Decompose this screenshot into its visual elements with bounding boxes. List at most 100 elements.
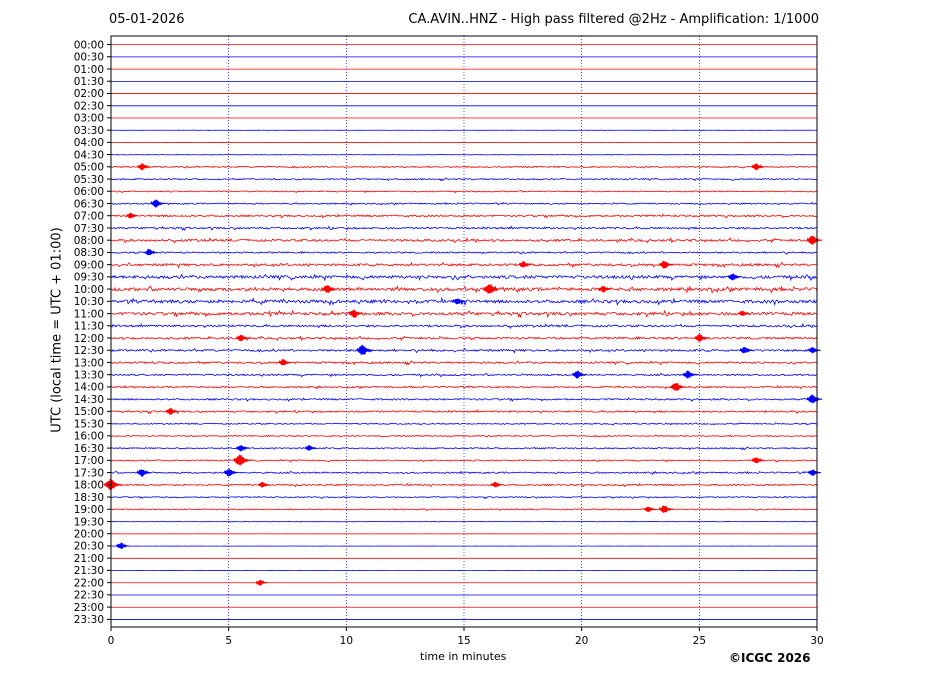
trace-18:30 bbox=[110, 495, 818, 500]
event-12:30-19 bbox=[807, 347, 821, 354]
y-tick-label: 04:30 bbox=[74, 149, 104, 161]
grid-lines bbox=[228, 36, 700, 627]
x-tick-label: 15 bbox=[457, 635, 470, 647]
y-tick-label: 15:00 bbox=[74, 406, 104, 418]
y-tick-label: 19:30 bbox=[74, 516, 104, 528]
event-18:00-33 bbox=[103, 479, 123, 490]
trace-15:00 bbox=[110, 409, 818, 415]
y-tick-label: 04:00 bbox=[74, 137, 104, 149]
y-tick-label: 05:30 bbox=[74, 174, 104, 186]
y-tick-label: 08:00 bbox=[74, 235, 104, 247]
trace-13:00 bbox=[110, 360, 818, 366]
event-17:00-28 bbox=[233, 454, 252, 466]
trace-11:00 bbox=[110, 309, 818, 319]
trace-lines bbox=[110, 44, 818, 620]
trace-06:30 bbox=[110, 201, 818, 206]
y-tick-label: 18:00 bbox=[74, 480, 104, 492]
event-13:00-20 bbox=[278, 359, 292, 366]
trace-07:00 bbox=[110, 213, 818, 219]
event-11:00-13 bbox=[348, 309, 363, 318]
plot-border bbox=[110, 35, 818, 628]
y-tick-label: 11:00 bbox=[74, 308, 104, 320]
event-13:30-21 bbox=[571, 370, 587, 379]
y-tick-label: 23:00 bbox=[74, 602, 104, 614]
event-09:00-7 bbox=[658, 260, 674, 269]
event-13:30-22 bbox=[682, 370, 697, 379]
event-14:00-23 bbox=[670, 382, 686, 391]
event-12:30-17 bbox=[356, 344, 374, 355]
event-19:00-37 bbox=[643, 506, 656, 513]
y-tick-label: 13:00 bbox=[74, 357, 104, 369]
y-tick-label: 17:00 bbox=[74, 455, 104, 467]
trace-19:00 bbox=[110, 508, 818, 512]
event-15:00-25 bbox=[165, 407, 179, 415]
event-09:00-6 bbox=[518, 261, 532, 268]
y-tick-label: 06:30 bbox=[74, 198, 104, 210]
y-tick-label: 12:30 bbox=[74, 345, 104, 357]
y-tick-label: 00:00 bbox=[74, 39, 104, 51]
event-17:30-32 bbox=[807, 469, 821, 476]
event-16:30-27 bbox=[304, 445, 317, 451]
y-tick-label: 05:00 bbox=[74, 162, 104, 174]
y-tick-label: 21:00 bbox=[74, 553, 104, 565]
event-10:00-9 bbox=[322, 285, 337, 293]
event-05:00-0 bbox=[137, 163, 151, 171]
event-08:30-5 bbox=[144, 249, 158, 256]
trace-16:00 bbox=[110, 434, 817, 438]
event-17:30-31 bbox=[223, 468, 238, 477]
trace-06:00 bbox=[110, 189, 818, 194]
y-tick-label: 20:00 bbox=[74, 529, 104, 541]
trace-19:30 bbox=[110, 520, 818, 523]
y-tick-label: 14:00 bbox=[74, 382, 104, 394]
y-tick-label: 17:30 bbox=[74, 467, 104, 479]
trace-14:00 bbox=[110, 384, 818, 390]
event-10:30-12 bbox=[452, 298, 466, 305]
y-tick-label: 06:00 bbox=[74, 186, 104, 198]
event-10:00-10 bbox=[483, 284, 501, 294]
event-19:00-36 bbox=[658, 505, 674, 513]
trace-05:30 bbox=[110, 177, 818, 182]
event-10:00-11 bbox=[598, 286, 612, 293]
x-tick-label: 30 bbox=[810, 635, 823, 647]
y-tick-label: 09:00 bbox=[74, 259, 104, 271]
event-12:00-16 bbox=[694, 334, 709, 342]
y-tick-label: 03:30 bbox=[74, 125, 104, 137]
trace-18:00 bbox=[110, 482, 818, 488]
x-axis-label: time in minutes bbox=[420, 650, 507, 663]
y-tick-label: 23:30 bbox=[74, 614, 104, 626]
seismic-events bbox=[103, 163, 823, 586]
trace-15:30 bbox=[110, 422, 818, 426]
x-tick-label: 0 bbox=[108, 635, 115, 647]
y-tick-label: 12:00 bbox=[74, 333, 104, 345]
y-tick-label: 18:30 bbox=[74, 492, 104, 504]
y-tick-label: 13:30 bbox=[74, 370, 104, 382]
trace-17:00 bbox=[110, 458, 818, 463]
y-tick-label: 09:30 bbox=[74, 272, 104, 284]
trace-11:30 bbox=[110, 323, 818, 330]
event-12:30-18 bbox=[739, 346, 753, 354]
y-tick-label: 02:30 bbox=[74, 100, 104, 112]
y-tick-label: 07:30 bbox=[74, 223, 104, 235]
chart-date: 05-01-2026 bbox=[109, 12, 185, 27]
y-tick-label: 03:00 bbox=[74, 113, 104, 125]
y-tick-label: 16:00 bbox=[74, 431, 104, 443]
y-tick-label: 10:30 bbox=[74, 296, 104, 308]
y-tick-label: 02:00 bbox=[74, 88, 104, 100]
event-07:00-3 bbox=[126, 212, 138, 219]
y-tick-label: 01:30 bbox=[74, 76, 104, 88]
event-22:00-39 bbox=[255, 579, 268, 586]
y-tick-label: 19:00 bbox=[74, 504, 104, 516]
y-tick-label: 10:00 bbox=[74, 284, 104, 296]
trace-14:30 bbox=[110, 397, 818, 402]
chart-title: CA.AVIN..HNZ - High pass filtered @2Hz -… bbox=[408, 12, 819, 27]
event-09:30-8 bbox=[727, 273, 741, 281]
x-tick-label: 10 bbox=[340, 635, 353, 647]
copyright-text: ©ICGC 2026 bbox=[729, 651, 811, 665]
y-tick-label: 22:30 bbox=[74, 590, 104, 602]
trace-16:30 bbox=[110, 446, 818, 451]
trace-10:00 bbox=[110, 285, 818, 294]
event-14:30-24 bbox=[806, 394, 823, 404]
y-axis-label: UTC (local time = UTC + 01:00) bbox=[49, 227, 65, 433]
y-tick-label: 01:00 bbox=[74, 64, 104, 76]
